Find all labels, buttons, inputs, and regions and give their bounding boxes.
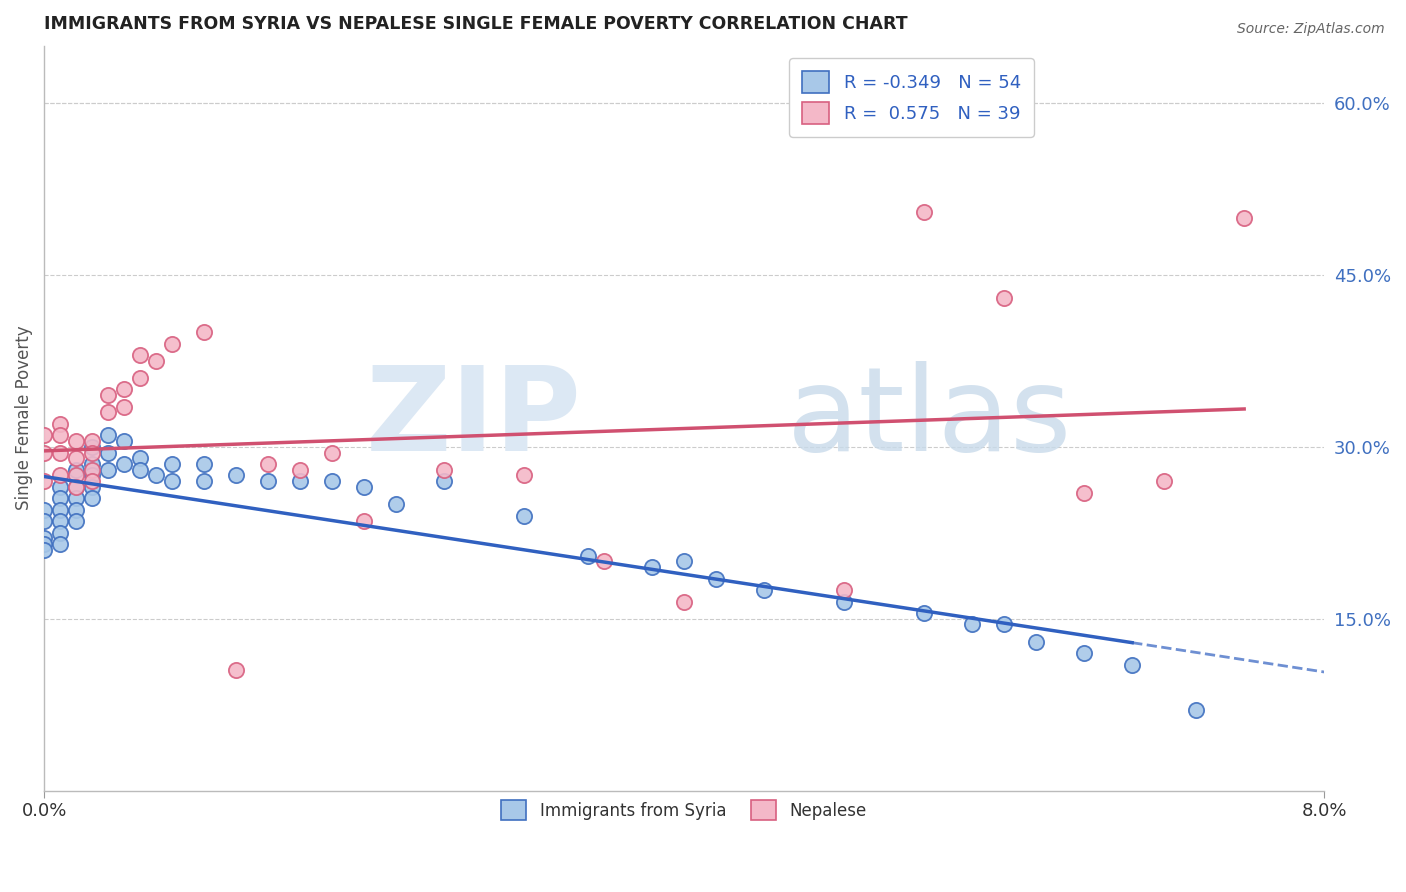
Point	[65, 468, 87, 483]
Point	[513, 508, 536, 523]
Point	[49, 445, 72, 459]
Point	[1153, 474, 1175, 488]
Point	[1233, 211, 1256, 225]
Point	[112, 383, 135, 397]
Point	[49, 514, 72, 528]
Text: atlas: atlas	[786, 360, 1071, 475]
Point	[112, 457, 135, 471]
Point	[82, 445, 104, 459]
Point	[82, 480, 104, 494]
Point	[65, 503, 87, 517]
Point	[288, 463, 311, 477]
Point	[129, 348, 152, 362]
Point	[129, 451, 152, 466]
Text: Source: ZipAtlas.com: Source: ZipAtlas.com	[1237, 22, 1385, 37]
Point	[912, 606, 935, 620]
Point	[832, 582, 855, 597]
Point	[32, 532, 55, 546]
Point	[65, 480, 87, 494]
Point	[145, 354, 167, 368]
Text: IMMIGRANTS FROM SYRIA VS NEPALESE SINGLE FEMALE POVERTY CORRELATION CHART: IMMIGRANTS FROM SYRIA VS NEPALESE SINGLE…	[44, 15, 908, 33]
Point	[353, 514, 375, 528]
Point	[82, 440, 104, 454]
Point	[160, 474, 183, 488]
Point	[1073, 485, 1095, 500]
Point	[353, 480, 375, 494]
Point	[97, 388, 120, 402]
Point	[993, 291, 1015, 305]
Point	[82, 468, 104, 483]
Point	[704, 572, 727, 586]
Point	[49, 491, 72, 506]
Text: ZIP: ZIP	[366, 360, 582, 475]
Point	[97, 428, 120, 442]
Point	[82, 491, 104, 506]
Point	[82, 463, 104, 477]
Point	[257, 474, 280, 488]
Point	[65, 514, 87, 528]
Point	[112, 434, 135, 448]
Point	[193, 325, 215, 339]
Point	[673, 554, 696, 568]
Point	[65, 434, 87, 448]
Point	[65, 451, 87, 466]
Point	[1185, 703, 1208, 717]
Point	[97, 463, 120, 477]
Point	[49, 417, 72, 431]
Point	[513, 468, 536, 483]
Point	[49, 525, 72, 540]
Point	[32, 514, 55, 528]
Point	[49, 468, 72, 483]
Point	[49, 503, 72, 517]
Point	[576, 549, 599, 563]
Point	[65, 480, 87, 494]
Point	[32, 445, 55, 459]
Point	[49, 537, 72, 551]
Point	[288, 474, 311, 488]
Point	[673, 594, 696, 608]
Point	[433, 463, 456, 477]
Point	[65, 491, 87, 506]
Point	[160, 336, 183, 351]
Point	[129, 463, 152, 477]
Point	[32, 543, 55, 558]
Point	[385, 497, 408, 511]
Point	[225, 663, 247, 677]
Point	[1121, 657, 1143, 672]
Point	[32, 428, 55, 442]
Point	[193, 474, 215, 488]
Y-axis label: Single Female Poverty: Single Female Poverty	[15, 326, 32, 510]
Point	[49, 480, 72, 494]
Legend: Immigrants from Syria, Nepalese: Immigrants from Syria, Nepalese	[495, 793, 873, 827]
Point	[160, 457, 183, 471]
Point	[112, 400, 135, 414]
Point	[912, 204, 935, 219]
Point	[321, 474, 343, 488]
Point	[32, 474, 55, 488]
Point	[49, 428, 72, 442]
Point	[82, 434, 104, 448]
Point	[225, 468, 247, 483]
Point	[1025, 634, 1047, 648]
Point	[321, 445, 343, 459]
Point	[97, 405, 120, 419]
Point	[832, 594, 855, 608]
Point	[1073, 646, 1095, 660]
Point	[960, 617, 983, 632]
Point	[82, 457, 104, 471]
Point	[593, 554, 616, 568]
Point	[433, 474, 456, 488]
Point	[145, 468, 167, 483]
Point	[641, 560, 664, 574]
Point	[257, 457, 280, 471]
Point	[82, 474, 104, 488]
Point	[993, 617, 1015, 632]
Point	[97, 445, 120, 459]
Point	[65, 463, 87, 477]
Point	[752, 582, 775, 597]
Point	[193, 457, 215, 471]
Point	[32, 537, 55, 551]
Point	[129, 371, 152, 385]
Point	[32, 503, 55, 517]
